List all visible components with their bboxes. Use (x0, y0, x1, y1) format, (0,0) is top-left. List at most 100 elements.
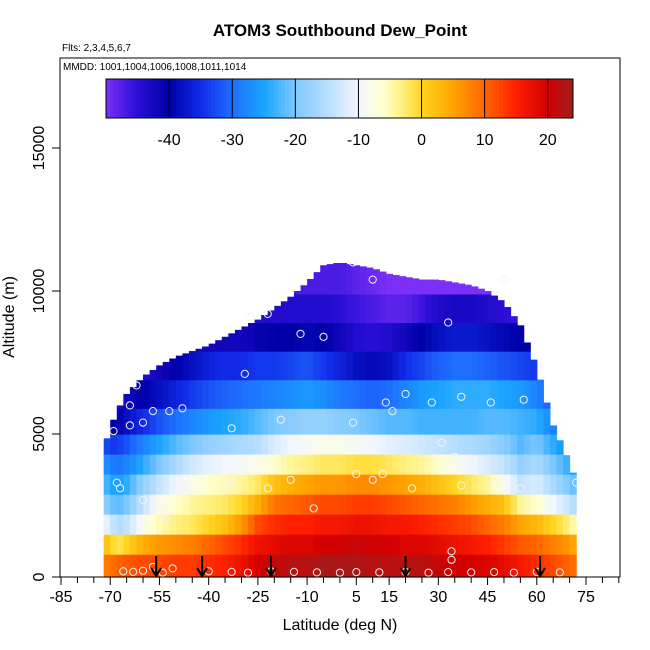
heatmap-cell (366, 474, 374, 495)
heatmap-cell (123, 554, 131, 578)
heatmap-cell (517, 379, 525, 409)
heatmap-cell (398, 514, 407, 535)
heatmap-cell (359, 554, 367, 578)
heatmap-cell (438, 454, 446, 475)
colorbar-cell (347, 79, 352, 118)
heatmap-cell (418, 494, 426, 515)
down-arrow (399, 556, 412, 578)
heatmap-cell (241, 494, 249, 515)
heatmap-cell (372, 379, 380, 409)
heatmap-cell (438, 280, 446, 295)
heatmap-cell (530, 494, 538, 515)
heatmap-cell (497, 351, 505, 381)
heatmap-cell (458, 351, 466, 381)
heatmap-cell (392, 322, 400, 352)
heatmap-cell (353, 474, 361, 495)
heatmap-cell (333, 322, 341, 352)
colorbar-cell (561, 79, 566, 118)
colorbar-cell (308, 79, 313, 118)
heatmap-cell (182, 353, 190, 381)
colorbar-cell (425, 79, 430, 118)
heatmap-cell (523, 342, 531, 352)
colorbar-cell (121, 79, 126, 118)
heatmap-cell (431, 351, 439, 381)
heatmap-cell (149, 554, 157, 578)
heatmap-cell (339, 408, 348, 435)
heatmap-cell (563, 455, 571, 475)
heatmap-cell (451, 282, 459, 295)
heatmap-cell (385, 474, 393, 495)
heatmap-cell (149, 474, 157, 495)
heatmap-cell (241, 326, 249, 352)
heatmap-cell (143, 494, 151, 515)
colorbar-tick-label: 0 (417, 132, 426, 149)
heatmap-cell (366, 434, 374, 455)
x-tick-label: -55 (148, 589, 171, 606)
heatmap-cell (307, 408, 315, 435)
heatmap-cell (359, 322, 367, 352)
heatmap-cell (241, 534, 249, 555)
x-axis-label: Latitude (deg N) (283, 617, 398, 634)
heatmap-cell (248, 534, 256, 555)
heatmap-cell (333, 408, 341, 435)
heatmap-cell (392, 454, 400, 475)
heatmap-cell (274, 454, 282, 475)
observation-point (457, 481, 466, 490)
heatmap-cell (458, 322, 466, 352)
heatmap-cell (228, 434, 236, 455)
heatmap-cell (300, 379, 308, 409)
heatmap-cell (517, 494, 525, 515)
heatmap-cell (149, 408, 157, 435)
heatmap-cell (293, 322, 302, 352)
colorbar-cell (393, 79, 399, 118)
heatmap-cell (313, 534, 321, 555)
heatmap-cell (464, 454, 472, 475)
heatmap-cell (366, 494, 374, 515)
heatmap-cell (425, 434, 433, 455)
heatmap-cell (398, 554, 407, 578)
heatmap-cell (221, 494, 229, 515)
heatmap-cell (293, 379, 302, 409)
heatmap-cell (503, 379, 512, 409)
heatmap-cell (202, 434, 210, 455)
heatmap-cell (484, 291, 492, 295)
colorbar-cell (137, 79, 142, 118)
heatmap-cell (261, 494, 269, 515)
heatmap-cell (438, 408, 446, 435)
heatmap-cell (313, 554, 321, 578)
heatmap-cell (503, 514, 512, 535)
observation-point (447, 547, 456, 556)
heatmap-cell (280, 514, 288, 535)
heatmap-cell (228, 494, 236, 515)
observation-point (129, 567, 138, 577)
heatmap-cell (359, 408, 367, 435)
colorbar-cell (362, 79, 368, 118)
heatmap-cell (490, 322, 498, 352)
heatmap-cell (536, 494, 544, 515)
heatmap-cell (464, 322, 472, 352)
heatmap-cell (523, 494, 531, 515)
observation-point (450, 452, 459, 461)
heatmap-cell (418, 322, 426, 352)
colorbar-cell (421, 79, 426, 118)
heatmap-cell (372, 351, 380, 381)
heatmap-cell (136, 554, 144, 578)
heatmap-cell (523, 474, 531, 495)
heatmap-cell (136, 494, 144, 515)
heatmap-cell (143, 474, 151, 495)
heatmap-cell (464, 434, 472, 455)
heatmap-cell (418, 454, 426, 475)
heatmap-cell (366, 534, 374, 555)
heatmap-cell (490, 534, 498, 555)
heatmap-cell (320, 293, 328, 324)
heatmap-cell (353, 351, 361, 381)
heatmap-cell (156, 434, 164, 455)
heatmap-cell (458, 283, 466, 295)
arrow-head (150, 567, 163, 578)
heatmap-cell (379, 379, 387, 409)
heatmap-cell (497, 554, 505, 578)
observation-point (221, 484, 230, 493)
heatmap-cell (149, 534, 157, 555)
heatmap-cell (234, 351, 243, 381)
y-tick-label: 5000 (31, 416, 48, 452)
